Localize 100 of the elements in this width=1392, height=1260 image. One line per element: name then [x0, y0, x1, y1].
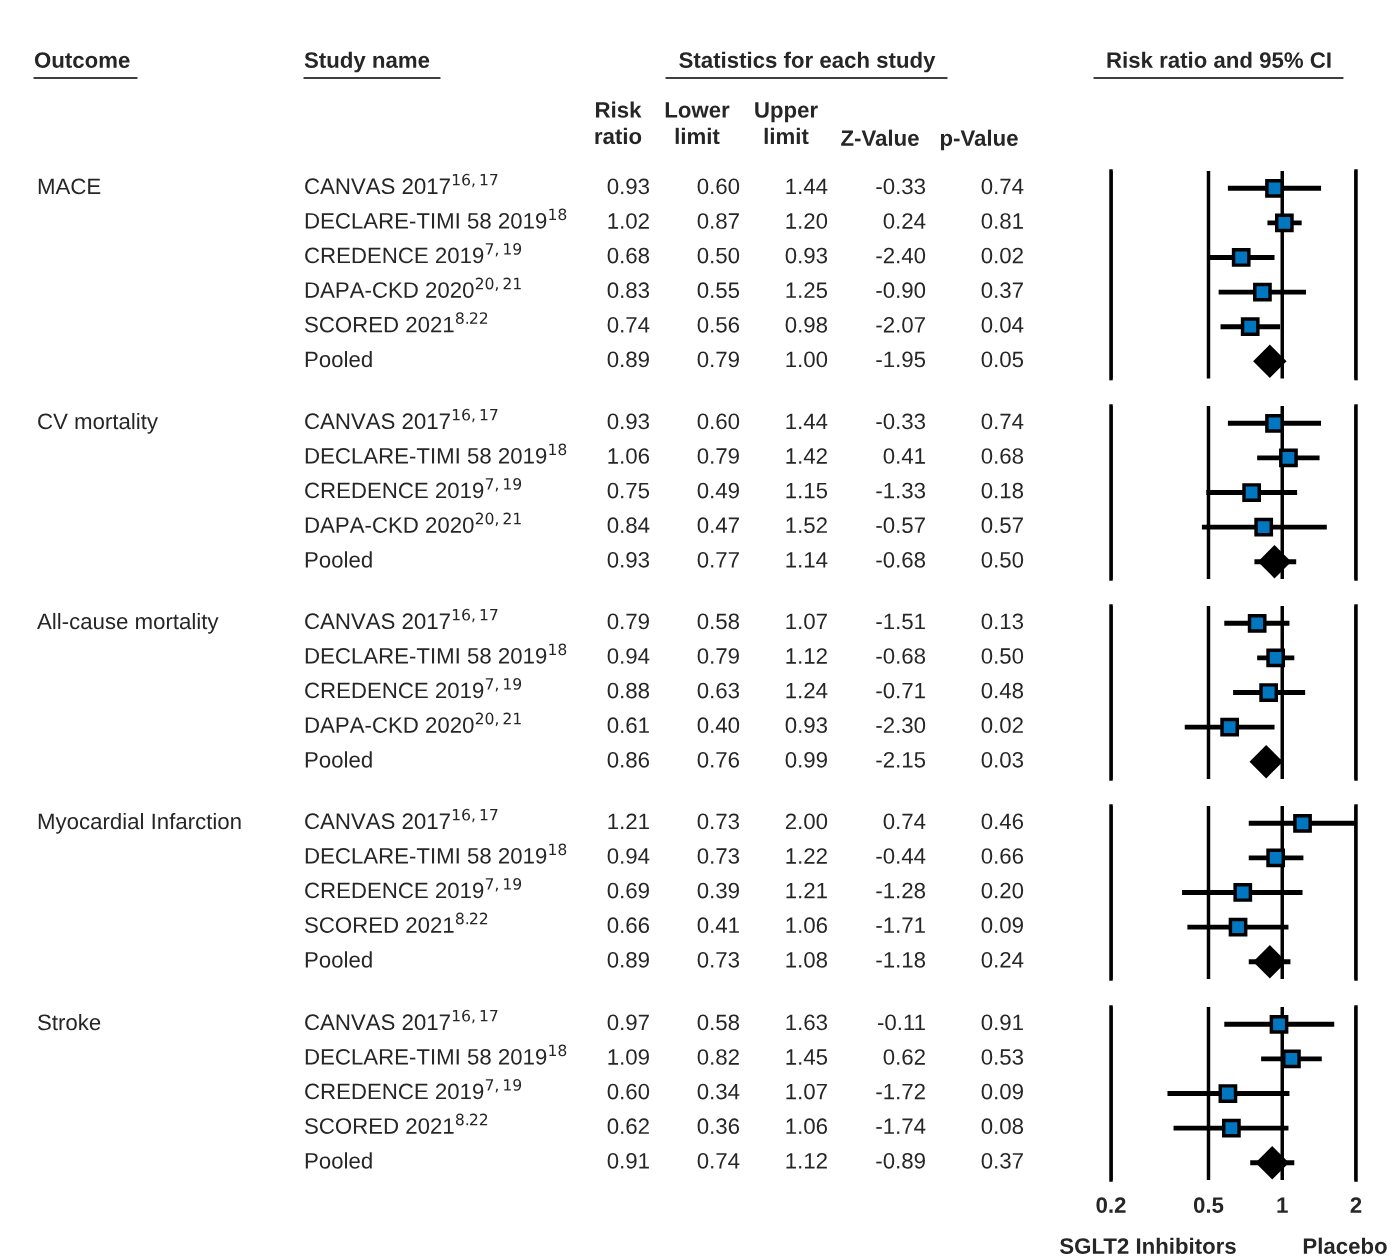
- category-label: CREDENCE 2019$^{7,19}$: [305, 678, 522, 699]
- point: [1240, 317, 1260, 337]
- text: 1.63: [786, 1014, 828, 1031]
- point: [1255, 1146, 1289, 1180]
- text: -1.95: [876, 351, 926, 368]
- text: 0.62: [883, 1049, 925, 1065]
- text: 1.15: [786, 482, 828, 499]
- category-label: DECLARE-TIMI 58 2019$^{18}$: [305, 1044, 567, 1065]
- text: 0.94: [607, 648, 650, 664]
- text: 0.02: [981, 717, 1023, 734]
- text: 0.74: [607, 316, 650, 333]
- text: 0.40: [697, 717, 740, 734]
- text: 0.76: [697, 751, 740, 768]
- category-label: Pooled: [305, 951, 372, 968]
- text: -1.72: [876, 1083, 925, 1100]
- text: -0.57: [876, 517, 925, 534]
- point: [1265, 413, 1284, 433]
- text: 0.79: [607, 613, 649, 630]
- text: 0.58: [697, 613, 740, 630]
- text: 0.20: [981, 882, 1024, 899]
- text: -1.51: [876, 613, 925, 630]
- point: [1242, 483, 1262, 502]
- text: Stroke: [38, 1013, 101, 1031]
- text: -1.28: [876, 882, 926, 899]
- text: Myocardial Infarction: [38, 812, 241, 834]
- text: Statistics for each study: [679, 51, 936, 73]
- text: 1.21: [608, 813, 649, 830]
- text: 0.55: [697, 282, 740, 299]
- text: 0.73: [697, 951, 740, 968]
- text: 0.98: [785, 316, 828, 333]
- category-label: DECLARE-TIMI 58 2019$^{18}$: [305, 643, 567, 664]
- text: 0.99: [785, 751, 827, 768]
- point: [1253, 344, 1287, 378]
- text: 0.79: [697, 448, 739, 464]
- text: 1.24: [786, 682, 828, 699]
- text: 0.47: [697, 517, 739, 534]
- text: 0.68: [607, 247, 650, 264]
- text: 0.53: [981, 1049, 1024, 1065]
- text: -0.90: [876, 282, 926, 299]
- text: 0.79: [697, 351, 739, 368]
- text: 0.03: [981, 751, 1024, 768]
- text: 1.42: [786, 448, 827, 464]
- text: 0.46: [981, 813, 1024, 830]
- text: 0.73: [697, 813, 740, 830]
- category-label: Pooled: [305, 350, 372, 368]
- category-label: DECLARE-TIMI 58 2019$^{18}$: [305, 208, 567, 229]
- text: 0.79: [697, 648, 739, 664]
- category-label: DAPA-CKD 2020$^{20,21}$: [305, 512, 521, 533]
- text: 0.49: [697, 482, 739, 499]
- text: 1.06: [786, 1118, 828, 1135]
- category-label: DECLARE-TIMI 58 2019$^{18}$: [305, 843, 567, 864]
- text: 0.61: [607, 717, 649, 734]
- text: 0.93: [607, 178, 650, 195]
- text: 1.14: [786, 552, 828, 568]
- text: Risk ratio: [595, 101, 642, 145]
- text: 0.89: [607, 351, 649, 368]
- text: 1.21: [786, 882, 827, 899]
- text: 0.02: [981, 247, 1023, 264]
- text: CV mortality: [38, 412, 158, 434]
- category-label: Pooled: [305, 1152, 372, 1169]
- text: 0.87: [697, 213, 739, 229]
- text: 0.18: [981, 482, 1024, 499]
- text: 0.48: [981, 682, 1024, 699]
- text: 0.63: [697, 682, 740, 699]
- text: 0.93: [607, 551, 650, 568]
- text: 0.77: [697, 551, 739, 568]
- text: 0.09: [981, 917, 1023, 934]
- text: 0.86: [607, 751, 650, 768]
- text: 1.44: [786, 413, 828, 430]
- text: 0.93: [785, 717, 828, 734]
- text: 0.68: [981, 448, 1024, 464]
- category-label: CREDENCE 2019$^{7,19}$: [305, 243, 522, 264]
- text: 1.07: [786, 1083, 827, 1100]
- text: -0.33: [876, 413, 926, 430]
- category-label: CREDENCE 2019$^{7,19}$: [305, 1079, 522, 1100]
- text: 1.12: [786, 1152, 827, 1169]
- text: 0.66: [607, 917, 650, 934]
- category-label: CANVAS 2017$^{16,17}$: [305, 608, 498, 630]
- text: 2.00: [785, 813, 828, 830]
- text: 0.97: [607, 1014, 649, 1031]
- text: 0.74: [981, 178, 1024, 195]
- text: 0.74: [883, 813, 926, 830]
- text: 0.62: [607, 1118, 649, 1135]
- text: 0.39: [697, 882, 739, 899]
- text: -2.15: [876, 751, 926, 768]
- text: 0.41: [697, 917, 739, 934]
- text: 1.20: [786, 213, 828, 229]
- category-label: SCORED 2021$^{8.22}$: [305, 912, 488, 933]
- text: 0.69: [607, 882, 649, 899]
- text: 0.24: [883, 213, 926, 229]
- text: -0.68: [876, 551, 926, 568]
- point: [1259, 683, 1279, 702]
- text: Lower limit: [665, 102, 730, 145]
- category-label: CANVAS 2017$^{16,17}$: [305, 408, 498, 430]
- text: 1.00: [786, 351, 828, 368]
- point: [1266, 648, 1286, 668]
- text: Study name: [304, 51, 430, 73]
- text: 1.09: [608, 1049, 649, 1065]
- text: 1.52: [786, 517, 827, 534]
- text: -0.44: [876, 848, 926, 864]
